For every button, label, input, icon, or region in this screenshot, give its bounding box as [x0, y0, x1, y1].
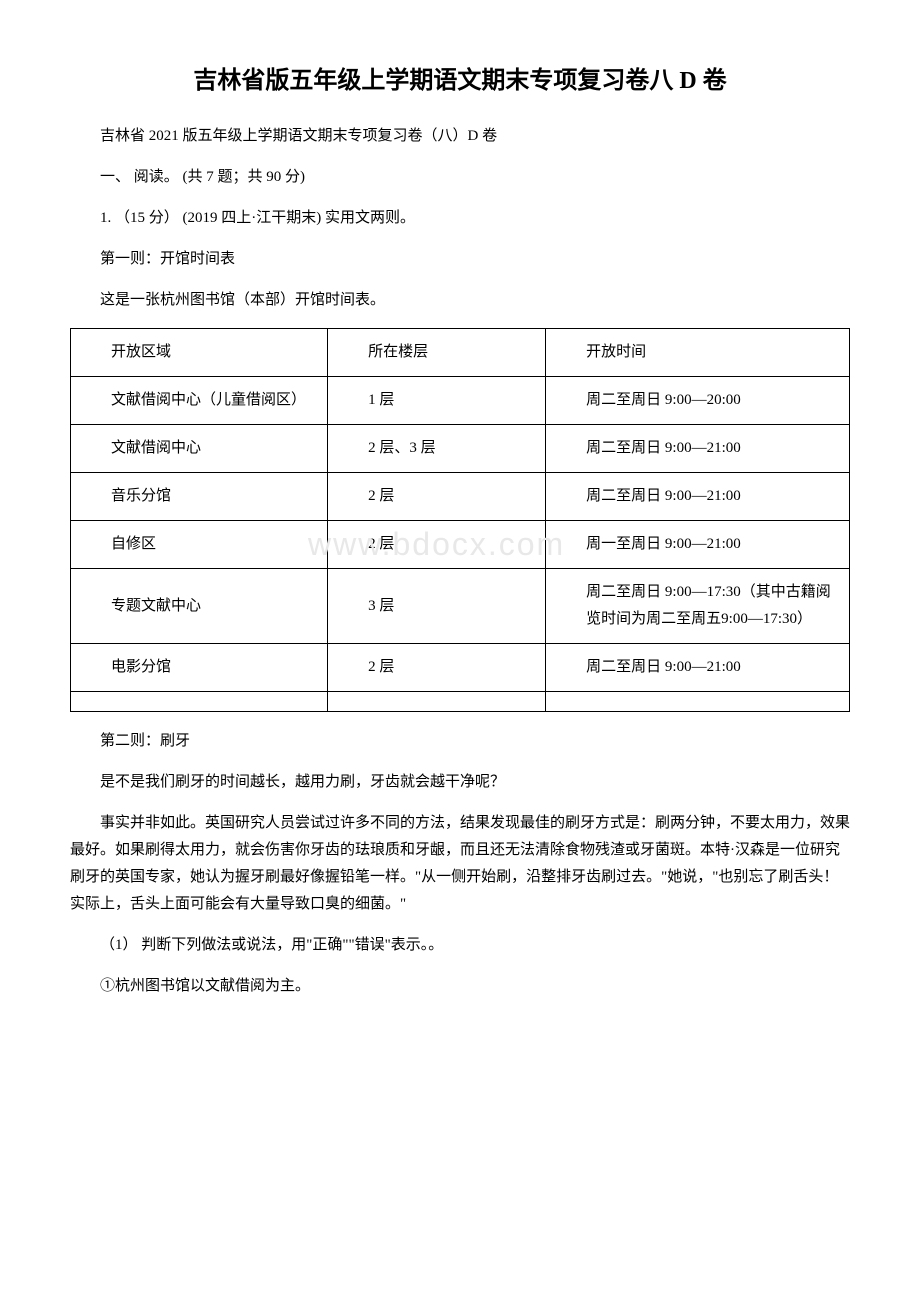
- table-cell: 自修区: [71, 521, 328, 569]
- table-header-cell: 开放区域: [71, 329, 328, 377]
- table-row: 文献借阅中心（儿童借阅区） 1 层 周二至周日 9:00—20:00: [71, 377, 850, 425]
- table-cell-empty: [328, 692, 546, 712]
- table-cell: 文献借阅中心: [71, 425, 328, 473]
- part1-desc: 这是一张杭州图书馆（本部）开馆时间表。: [70, 287, 850, 314]
- sub-question-1: ①杭州图书馆以文献借阅为主。: [70, 973, 850, 1000]
- table-row: 专题文献中心 3 层 周二至周日 9:00—17:30（其中古籍阅览时间为周二至…: [71, 569, 850, 644]
- table-cell-empty: [546, 692, 850, 712]
- table-cell: 周二至周日 9:00—20:00: [546, 377, 850, 425]
- table-row: 音乐分馆 2 层 周二至周日 9:00—21:00: [71, 473, 850, 521]
- table-cell: 音乐分馆: [71, 473, 328, 521]
- table-row: 文献借阅中心 2 层、3 层 周二至周日 9:00—21:00: [71, 425, 850, 473]
- table-cell: 3 层: [328, 569, 546, 644]
- subtitle: 吉林省 2021 版五年级上学期语文期末专项复习卷（八）D 卷: [70, 123, 850, 150]
- table-cell-empty: [71, 692, 328, 712]
- question-intro: 1. （15 分） (2019 四上·江干期末) 实用文两则。: [70, 205, 850, 232]
- table-header-cell: 所在楼层: [328, 329, 546, 377]
- table-cell-text: 2 层: [368, 536, 394, 552]
- part2-text: 事实并非如此。英国研究人员尝试过许多不同的方法，结果发现最佳的刷牙方式是：刷两分…: [70, 810, 850, 918]
- table-cell: 周二至周日 9:00—21:00: [546, 425, 850, 473]
- section-heading: 一、 阅读。 (共 7 题；共 90 分): [70, 164, 850, 191]
- watermark-text: www.bdocx.com: [308, 516, 565, 574]
- table-row: 自修区 2 层 www.bdocx.com 周一至周日 9:00—21:00: [71, 521, 850, 569]
- table-cell: 2 层、3 层: [328, 425, 546, 473]
- table-cell: 2 层: [328, 473, 546, 521]
- table-header-row: 开放区域 所在楼层 开放时间: [71, 329, 850, 377]
- table-cell: 周二至周日 9:00—17:30（其中古籍阅览时间为周二至周五9:00—17:3…: [546, 569, 850, 644]
- table-cell: 周二至周日 9:00—21:00: [546, 473, 850, 521]
- table-row: 电影分馆 2 层 周二至周日 9:00—21:00: [71, 644, 850, 692]
- table-empty-row: [71, 692, 850, 712]
- sub-question: （1） 判断下列做法或说法，用"正确""错误"表示。。: [70, 932, 850, 959]
- part2-question: 是不是我们刷牙的时间越长，越用力刷，牙齿就会越干净呢？: [70, 769, 850, 796]
- table-cell: 电影分馆: [71, 644, 328, 692]
- schedule-table: 开放区域 所在楼层 开放时间 文献借阅中心（儿童借阅区） 1 层 周二至周日 9…: [70, 328, 850, 712]
- part2-title: 第二则：刷牙: [70, 728, 850, 755]
- table-cell: 2 层: [328, 644, 546, 692]
- table-cell: 周二至周日 9:00—21:00: [546, 644, 850, 692]
- table-header-cell: 开放时间: [546, 329, 850, 377]
- table-cell: 2 层 www.bdocx.com: [328, 521, 546, 569]
- table-cell: 文献借阅中心（儿童借阅区）: [71, 377, 328, 425]
- part1-title: 第一则：开馆时间表: [70, 246, 850, 273]
- table-cell: 周一至周日 9:00—21:00: [546, 521, 850, 569]
- page-title: 吉林省版五年级上学期语文期末专项复习卷八 D 卷: [70, 60, 850, 103]
- table-cell: 1 层: [328, 377, 546, 425]
- table-cell: 专题文献中心: [71, 569, 328, 644]
